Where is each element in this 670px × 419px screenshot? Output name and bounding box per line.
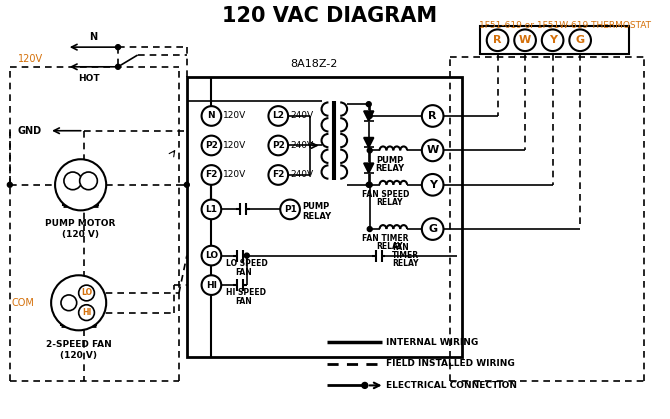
Text: 240V: 240V: [290, 111, 313, 121]
Text: 240V: 240V: [290, 171, 313, 179]
Circle shape: [80, 172, 97, 190]
Circle shape: [422, 218, 444, 240]
Text: F2: F2: [205, 171, 218, 179]
Text: FAN: FAN: [235, 297, 252, 306]
Text: RELAY: RELAY: [393, 259, 419, 268]
Text: PUMP: PUMP: [302, 202, 329, 211]
Text: F2: F2: [272, 171, 285, 179]
Text: COM: COM: [12, 298, 35, 308]
Circle shape: [367, 114, 373, 119]
Text: 120V: 120V: [17, 54, 43, 64]
Text: N: N: [89, 32, 97, 42]
Circle shape: [362, 383, 368, 388]
Text: LO SPEED: LO SPEED: [226, 259, 268, 268]
Text: P2: P2: [272, 141, 285, 150]
Text: L2: L2: [272, 111, 284, 121]
Text: HI: HI: [82, 308, 91, 317]
Circle shape: [202, 165, 221, 185]
Circle shape: [269, 165, 288, 185]
Text: HOT: HOT: [78, 74, 99, 83]
Text: FAN: FAN: [393, 243, 409, 252]
Text: HI SPEED: HI SPEED: [226, 288, 266, 297]
Text: RELAY: RELAY: [375, 163, 404, 173]
Circle shape: [202, 275, 221, 295]
Text: G: G: [576, 35, 585, 45]
Text: R: R: [493, 35, 502, 45]
Circle shape: [184, 182, 190, 187]
Circle shape: [570, 29, 591, 51]
Circle shape: [202, 106, 221, 126]
Circle shape: [115, 65, 121, 69]
Text: FIELD INSTALLED WIRING: FIELD INSTALLED WIRING: [387, 359, 515, 368]
Polygon shape: [364, 111, 374, 121]
Text: Y: Y: [549, 35, 557, 45]
Polygon shape: [364, 163, 374, 173]
Text: RELAY: RELAY: [302, 212, 331, 221]
Text: 240V: 240V: [290, 141, 313, 150]
Text: G: G: [428, 224, 438, 234]
Text: 8A18Z-2: 8A18Z-2: [290, 59, 338, 69]
Text: HI: HI: [206, 281, 217, 290]
Text: INTERNAL WIRING: INTERNAL WIRING: [387, 338, 478, 347]
Circle shape: [367, 227, 373, 232]
Text: R: R: [428, 111, 437, 121]
Polygon shape: [364, 137, 374, 147]
Text: W: W: [427, 145, 439, 155]
Circle shape: [51, 275, 107, 330]
Circle shape: [245, 253, 249, 258]
Circle shape: [542, 29, 563, 51]
Circle shape: [269, 136, 288, 155]
Circle shape: [202, 246, 221, 266]
Circle shape: [7, 182, 12, 187]
Bar: [480, 26, 629, 54]
Circle shape: [64, 172, 82, 190]
Circle shape: [202, 199, 221, 219]
Text: N: N: [208, 111, 215, 121]
Circle shape: [422, 105, 444, 127]
Text: PUMP: PUMP: [376, 156, 403, 165]
Circle shape: [366, 182, 371, 187]
Circle shape: [422, 140, 444, 161]
Text: LO: LO: [81, 288, 92, 297]
Text: TIMER: TIMER: [393, 251, 419, 260]
Circle shape: [78, 305, 94, 321]
Text: 120 VAC DIAGRAM: 120 VAC DIAGRAM: [222, 6, 437, 26]
Circle shape: [366, 102, 371, 106]
Text: LO: LO: [205, 251, 218, 260]
Circle shape: [115, 45, 121, 49]
Text: 1F51-619 or 1F51W-619 THERMOSTAT: 1F51-619 or 1F51W-619 THERMOSTAT: [480, 21, 651, 30]
Text: FAN TIMER: FAN TIMER: [362, 234, 409, 243]
Bar: [187, 77, 462, 357]
Text: 120V: 120V: [223, 171, 247, 179]
Circle shape: [55, 159, 107, 210]
Text: 120V: 120V: [223, 141, 247, 150]
Text: GND: GND: [17, 126, 42, 136]
Text: W: W: [519, 35, 531, 45]
Text: L1: L1: [206, 205, 217, 214]
Text: ELECTRICAL CONNECTION: ELECTRICAL CONNECTION: [387, 381, 517, 390]
Circle shape: [367, 148, 373, 153]
Text: PUMP MOTOR
(120 V): PUMP MOTOR (120 V): [46, 219, 116, 239]
Circle shape: [269, 106, 288, 126]
Circle shape: [367, 182, 373, 187]
Text: 2-SPEED FAN
(120 V): 2-SPEED FAN (120 V): [46, 340, 111, 360]
Text: Y: Y: [429, 180, 437, 190]
Circle shape: [422, 174, 444, 196]
Text: FAN: FAN: [235, 268, 252, 277]
Text: FAN SPEED: FAN SPEED: [362, 190, 409, 199]
Text: P1: P1: [283, 205, 297, 214]
Circle shape: [486, 29, 509, 51]
Circle shape: [78, 285, 94, 301]
Circle shape: [202, 136, 221, 155]
Circle shape: [280, 199, 300, 219]
Text: RELAY: RELAY: [376, 198, 403, 207]
Circle shape: [61, 295, 76, 310]
Text: P2: P2: [205, 141, 218, 150]
Text: RELAY: RELAY: [376, 242, 403, 251]
Circle shape: [515, 29, 536, 51]
Text: 120V: 120V: [223, 111, 247, 121]
